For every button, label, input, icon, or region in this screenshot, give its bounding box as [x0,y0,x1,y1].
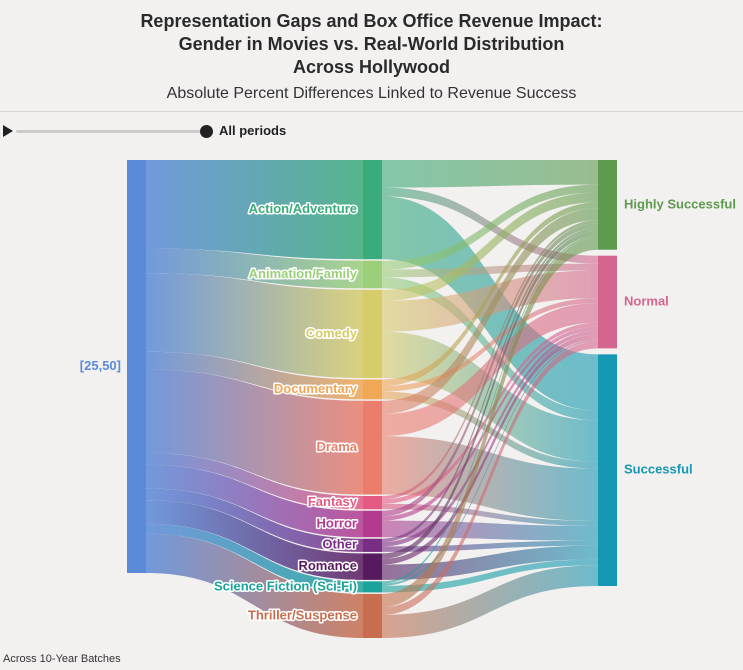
label-comedy: Comedy [306,325,358,340]
node-documentary[interactable] [363,379,382,400]
node-animation-family[interactable] [363,260,382,289]
link-drama-to-highly-successful[interactable] [382,208,598,415]
link-source-drama[interactable] [146,369,363,495]
link-thriller-suspense-to-highly-successful[interactable] [382,237,598,608]
node-horror[interactable] [363,510,382,538]
link-source-science-fiction-sci-fi[interactable] [146,523,363,593]
link-documentary-to-highly-successful[interactable] [382,202,598,387]
link-source-horror[interactable] [146,464,363,538]
play-icon[interactable] [3,125,13,137]
link-other-to-successful[interactable] [382,540,598,552]
period-slider-thumb[interactable] [200,125,213,138]
node-thriller-suspense[interactable] [363,593,382,638]
period-player: All periods [0,122,330,142]
link-science-fiction-sci-fi-to-highly-successful[interactable] [382,235,598,584]
node-comedy[interactable] [363,289,382,378]
link-romance-to-highly-successful[interactable] [382,230,598,559]
label-other: Other [322,537,357,552]
footer-note: Across 10-Year Batches [3,653,121,665]
link-source-fantasy[interactable] [146,453,363,510]
label-source: [25,50] [80,358,121,373]
label-fantasy: Fantasy [308,494,358,509]
label-romance: Romance [298,558,357,573]
title-line-1: Representation Gaps and Box Office Reven… [140,11,603,31]
node-fantasy[interactable] [363,496,382,510]
label-successful: Successful [624,462,693,477]
link-fantasy-to-successful[interactable] [382,503,598,526]
sankey-nodes [127,160,617,638]
link-romance-to-successful[interactable] [382,545,598,580]
label-science-fiction-sci-fi: Science Fiction (Sci-Fi) [214,578,357,593]
node-normal[interactable] [598,255,617,349]
link-source-action-adventure[interactable] [146,160,363,260]
link-other-to-normal[interactable] [382,330,598,547]
label-highly-successful: Highly Successful [624,196,736,211]
link-comedy-to-highly-successful[interactable] [382,192,598,301]
node-successful[interactable] [598,354,617,586]
title-line-3: Across Hollywood [292,57,451,77]
label-thriller-suspense: Thriller/Suspense [248,607,357,622]
link-documentary-to-normal[interactable] [382,298,598,392]
link-thriller-suspense-to-normal[interactable] [382,341,598,615]
node-action-adventure[interactable] [363,160,382,260]
link-source-other[interactable] [146,488,363,552]
link-fantasy-to-normal[interactable] [382,322,598,504]
link-other-to-highly-successful[interactable] [382,228,598,543]
divider [0,111,743,112]
link-romance-to-normal[interactable] [382,334,598,565]
node-science-fiction-sci-fi[interactable] [363,581,382,593]
chart-title: Representation Gaps and Box Office Reven… [0,10,743,79]
sankey-labels: [25,50] Action/Adventure Animation/Family C… [80,196,736,624]
link-source-comedy[interactable] [146,273,363,378]
period-slider-track[interactable] [16,130,208,133]
label-normal: Normal [624,293,669,308]
label-documentary: Documentary [274,381,358,396]
link-science-fiction-sci-fi-to-normal[interactable] [382,339,598,586]
label-drama: Drama [317,439,358,454]
label-animation-family: Animation/Family [249,266,358,281]
link-fantasy-to-highly-successful[interactable] [382,220,598,500]
link-source-animation-family[interactable] [146,248,363,289]
link-animation-family-to-highly-successful[interactable] [382,184,598,270]
link-action-adventure-to-highly-successful[interactable] [382,160,598,188]
link-source-romance[interactable] [146,500,363,580]
link-thriller-suspense-to-successful[interactable] [382,565,598,638]
link-horror-to-highly-successful[interactable] [382,223,598,517]
node-highly-successful[interactable] [598,160,617,250]
chart-subtitle: Absolute Percent Differences Linked to R… [166,85,577,102]
link-source-documentary[interactable] [146,351,363,400]
node-drama[interactable] [363,400,382,495]
node-source[interactable] [127,160,146,573]
link-animation-family-to-successful[interactable] [382,277,598,421]
period-label: All periods [219,123,287,138]
link-source-thriller-suspense[interactable] [146,533,363,638]
title-line-2: Gender in Movies vs. Real-World Distribu… [178,34,565,54]
sankey-links [146,160,598,638]
node-romance[interactable] [363,553,382,580]
node-other[interactable] [363,538,382,552]
label-action-adventure: Action/Adventure [249,201,357,216]
label-horror: Horror [317,515,357,530]
link-documentary-to-successful[interactable] [382,391,598,469]
